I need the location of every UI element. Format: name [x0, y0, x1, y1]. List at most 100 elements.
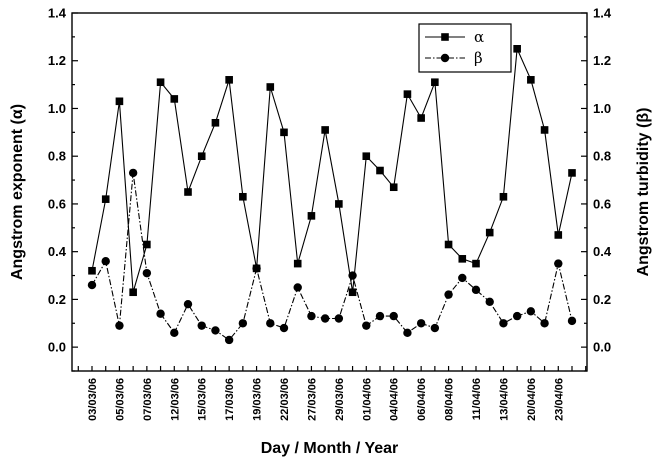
- x-tick-label: 06/04/06: [416, 378, 428, 421]
- legend-label: α: [474, 28, 484, 46]
- beta-data-point: [87, 280, 97, 290]
- x-tick-label: 22/03/06: [279, 378, 291, 421]
- beta-data-point: [183, 299, 193, 309]
- y2-tick-label: 0.0: [593, 340, 611, 355]
- beta-data-point: [266, 319, 275, 328]
- plot-frame: [71, 12, 588, 372]
- x-axis-title: Day / Month / Year: [261, 440, 399, 457]
- x-tick-label: 13/04/06: [498, 378, 510, 421]
- alpha-data-point: [156, 78, 165, 87]
- y-axis-title: Angstrom exponent (α): [9, 104, 26, 280]
- x-tick-label: 20/04/06: [526, 378, 538, 421]
- alpha-data-point: [376, 166, 384, 175]
- beta-data-point: [224, 335, 234, 345]
- y2-tick-label: 0.2: [593, 292, 611, 307]
- y2-tick-label: 1.2: [593, 53, 611, 68]
- x-axis: 03/03/06 05/03/06 07/03/06 12/03/06 15/03/06…: [77, 366, 587, 421]
- alpha-data-point: [293, 259, 302, 268]
- x-tick-label: 12/03/06: [169, 378, 181, 421]
- beta-data-point: [389, 311, 398, 321]
- alpha-data-point: [184, 188, 192, 196]
- alpha-data-point: [197, 152, 206, 160]
- beta-data-point: [170, 328, 179, 338]
- x-tick-label: 27/03/06: [306, 378, 318, 421]
- alpha-data-point: [170, 95, 179, 103]
- beta-data-point: [403, 328, 412, 338]
- x-tick-label: 29/03/06: [334, 378, 346, 421]
- legend-square-marker: [441, 33, 449, 41]
- x-tick-label: 07/03/06: [142, 378, 154, 421]
- beta-data-point: [279, 323, 289, 333]
- alpha-data-point: [472, 259, 480, 268]
- alpha-data-point: [540, 126, 549, 134]
- y-tick-label: 0.4: [48, 244, 67, 259]
- legend-box: [418, 23, 512, 73]
- beta-data-point: [348, 271, 357, 280]
- plot-border: [71, 12, 588, 372]
- alpha-data-point: [499, 192, 508, 201]
- legend: αβ: [418, 23, 512, 73]
- y2-axis-title: Angstrom turbidity (β): [635, 108, 652, 277]
- alpha-data-point: [389, 183, 398, 192]
- beta-data-point: [142, 268, 152, 278]
- x-tick-label: 08/04/06: [444, 378, 456, 421]
- legend-label: β: [474, 49, 483, 67]
- y-tick-label: 1.2: [48, 53, 66, 68]
- y-tick-label: 1.0: [48, 101, 66, 116]
- y2-tick-label: 1.4: [593, 6, 612, 21]
- beta-data-point: [375, 311, 385, 321]
- y2-tick-label: 0.8: [593, 149, 611, 164]
- beta-data-point: [458, 273, 467, 283]
- beta-data-point: [293, 283, 302, 292]
- y-tick-label: 0.8: [48, 149, 66, 164]
- series-points: [87, 45, 577, 345]
- x-tick-label: 03/03/06: [87, 378, 99, 421]
- alpha-data-point: [129, 288, 137, 297]
- left-y-axis: 0.0 0.2 0.4 0.6 0.8 1.0 1.2 1.4: [48, 6, 78, 372]
- y-tick-label: 0.6: [48, 196, 66, 211]
- beta-data-point: [444, 290, 453, 299]
- beta-data-point: [101, 257, 110, 266]
- beta-data-point: [115, 321, 124, 330]
- y-tick-label: 0.0: [48, 340, 66, 355]
- alpha-data-point: [280, 128, 288, 137]
- alpha-data-point: [417, 114, 425, 122]
- x-tick-label: 23/04/06: [553, 378, 565, 421]
- alpha-data-point: [403, 90, 412, 98]
- alpha-data-point: [239, 192, 247, 201]
- x-tick-label: 15/03/06: [197, 378, 209, 421]
- alpha-data-point: [335, 200, 343, 208]
- alpha-data-point: [115, 97, 124, 106]
- beta-data-point: [211, 326, 220, 335]
- beta-data-point: [512, 311, 522, 321]
- alpha-data-point: [88, 266, 96, 275]
- y-tick-label: 1.4: [48, 6, 67, 21]
- x-tick-label: 01/04/06: [361, 378, 373, 421]
- beta-data-point: [320, 314, 330, 323]
- alpha-data-point: [321, 126, 329, 134]
- alpha-data-point: [527, 76, 535, 84]
- alpha-data-point: [225, 76, 233, 84]
- beta-data-point: [307, 311, 316, 321]
- beta-data-point: [540, 319, 549, 328]
- beta-data-point: [485, 297, 494, 306]
- alpha-data-point: [307, 212, 316, 220]
- beta-data-point: [252, 264, 261, 273]
- alpha-data-point: [568, 169, 576, 177]
- x-tick-label: 17/03/06: [224, 378, 236, 421]
- beta-data-point: [362, 321, 371, 330]
- alpha-data-point: [444, 240, 453, 249]
- beta-data-point: [334, 314, 344, 323]
- beta-data-point: [128, 168, 138, 178]
- beta-data-point: [156, 309, 165, 318]
- x-tick-label: 04/04/06: [389, 378, 401, 421]
- right-y-axis: 0.0 0.2 0.4 0.6 0.8 1.0 1.2 1.4: [581, 6, 612, 372]
- beta-data-point: [238, 319, 248, 328]
- beta-data-point: [430, 323, 440, 333]
- beta-data-point: [416, 319, 426, 328]
- alpha-data-point: [143, 240, 151, 249]
- x-tick-label: 11/04/06: [471, 378, 483, 420]
- beta-data-point: [499, 319, 508, 328]
- alpha-data-point: [431, 78, 439, 87]
